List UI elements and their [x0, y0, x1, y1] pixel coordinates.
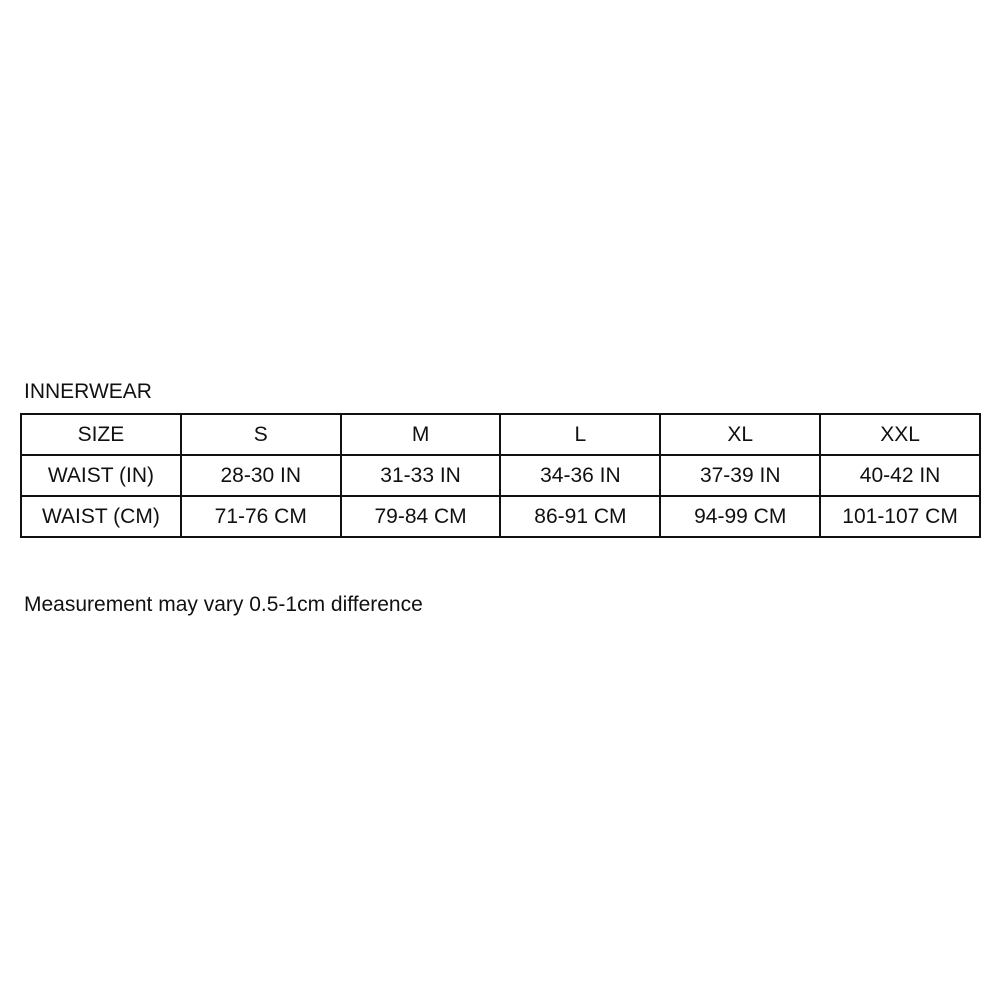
- waist-in-row: WAIST (IN) 28-30 IN 31-33 IN 34-36 IN 37-39 …: [20, 454, 981, 497]
- chart-title: INNERWEAR: [24, 380, 152, 403]
- table-cell: M: [339, 413, 502, 456]
- table-cell: 37-39 IN: [659, 454, 822, 497]
- row-header-cell: SIZE: [20, 413, 182, 456]
- size-table: SIZE S M L XL XXL WAIST (IN) 28-30 IN 31-33 IN 34…: [20, 413, 981, 538]
- waist-cm-row: WAIST (CM) 71-76 CM 79-84 CM 86-91 CM 94-99 …: [20, 495, 981, 538]
- table-cell: 101-107 CM: [819, 495, 981, 538]
- table-cell: 86-91 CM: [499, 495, 662, 538]
- table-cell: XL: [659, 413, 822, 456]
- table-cell: S: [179, 413, 342, 456]
- table-cell: 71-76 CM: [179, 495, 342, 538]
- row-header-cell: WAIST (CM): [20, 495, 182, 538]
- measurement-note: Measurement may vary 0.5-1cm difference: [24, 593, 423, 616]
- table-cell: 94-99 CM: [659, 495, 822, 538]
- table-cell: 31-33 IN: [339, 454, 502, 497]
- size-row: SIZE S M L XL XXL: [20, 413, 981, 456]
- table-cell: 79-84 CM: [339, 495, 502, 538]
- row-header-cell: WAIST (IN): [20, 454, 182, 497]
- table-cell: 40-42 IN: [819, 454, 981, 497]
- table-cell: L: [499, 413, 662, 456]
- table-cell: 34-36 IN: [499, 454, 662, 497]
- table-cell: XXL: [819, 413, 981, 456]
- table-cell: 28-30 IN: [179, 454, 342, 497]
